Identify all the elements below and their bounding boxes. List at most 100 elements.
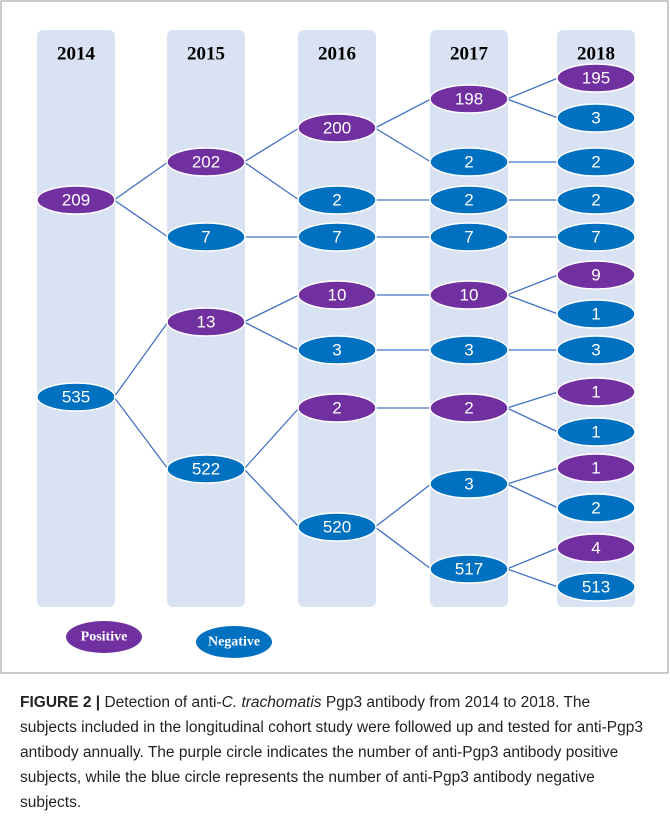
node [297,393,377,423]
edge [506,467,559,485]
edge [243,321,300,351]
year-column [298,30,376,607]
year-label: 2017 [450,44,489,65]
edge [374,98,432,129]
node-label: 13 [197,313,216,332]
node-label: 10 [460,286,479,305]
node [166,222,246,252]
edge [506,568,559,588]
node [556,103,636,133]
legend-label: Negative [208,635,260,650]
legend: Positive Negative [66,621,272,658]
node [429,393,509,423]
node [297,113,377,143]
node [556,417,636,447]
node [556,63,636,93]
node [429,280,509,310]
year-label: 2014 [57,44,96,65]
edge [243,294,300,323]
node-label: 7 [464,228,473,247]
node-label: 1 [591,459,600,478]
diagram: 2014 2015 2016 2017 2018 209 202 200 198 195 3 2 2 2… [0,0,669,674]
node-label: 2 [591,191,600,210]
edge [243,468,300,528]
node-label: 198 [455,90,483,109]
node [556,533,636,563]
node-label: 3 [464,475,473,494]
edge [243,161,300,201]
node-label: 2 [332,399,341,418]
caption-label: FIGURE 2 | [20,694,101,711]
legend-swatch [196,626,272,658]
node [297,185,377,215]
edge [506,98,559,119]
node [297,222,377,252]
node-label: 7 [332,228,341,247]
node-label: 1 [591,423,600,442]
node [429,147,509,177]
node-label: 1 [591,305,600,324]
node-label: 517 [455,560,483,579]
node-label: 2 [591,153,600,172]
node-label: 535 [62,388,90,407]
edge [506,77,559,100]
caption-text: Detection of anti- [104,694,222,711]
node-label: 200 [323,119,351,138]
edge [113,199,169,238]
edge [243,127,300,163]
legend-label: Positive [81,630,128,645]
node [556,260,636,290]
node [297,335,377,365]
node [556,335,636,365]
node-label: 202 [192,153,220,172]
node-label: 520 [323,518,351,537]
year-label: 2015 [187,44,225,65]
caption-italic: C. trachomatis [221,694,322,711]
node [429,84,509,114]
node [556,222,636,252]
node-label: 2 [464,153,473,172]
node-label: 4 [591,539,600,558]
frame [0,0,669,674]
node-label: 2 [591,499,600,518]
node [36,382,116,412]
node [166,147,246,177]
node-label: 3 [464,341,473,360]
node [297,280,377,310]
node-label: 7 [591,228,600,247]
node [429,222,509,252]
node [166,307,246,337]
node-label: 209 [62,191,90,210]
edge [506,391,559,409]
edge [506,547,559,570]
node-label: 195 [582,69,610,88]
year-column [37,30,115,607]
edge [374,483,432,528]
year-label: 2018 [577,44,615,65]
node-label: 7 [201,228,210,247]
node-label: 9 [591,266,600,285]
node [556,453,636,483]
node-label: 3 [591,109,600,128]
edge [243,407,300,470]
caption-text: Pgp3 antibody from 2014 to 2018. The sub… [20,694,643,811]
caption: FIGURE 2 | Detection of anti-C. trachoma… [20,690,650,815]
node [556,377,636,407]
node-label: 513 [582,578,610,597]
edges [113,77,559,588]
node [429,185,509,215]
node-label: 2 [332,191,341,210]
node [429,335,509,365]
edge [113,321,169,398]
node-label: 2 [464,399,473,418]
node [556,299,636,329]
node-label: 1 [591,383,600,402]
node [556,147,636,177]
node [297,512,377,542]
edge [506,274,559,296]
edge [506,407,559,433]
node [556,493,636,523]
year-label: 2016 [318,44,356,65]
